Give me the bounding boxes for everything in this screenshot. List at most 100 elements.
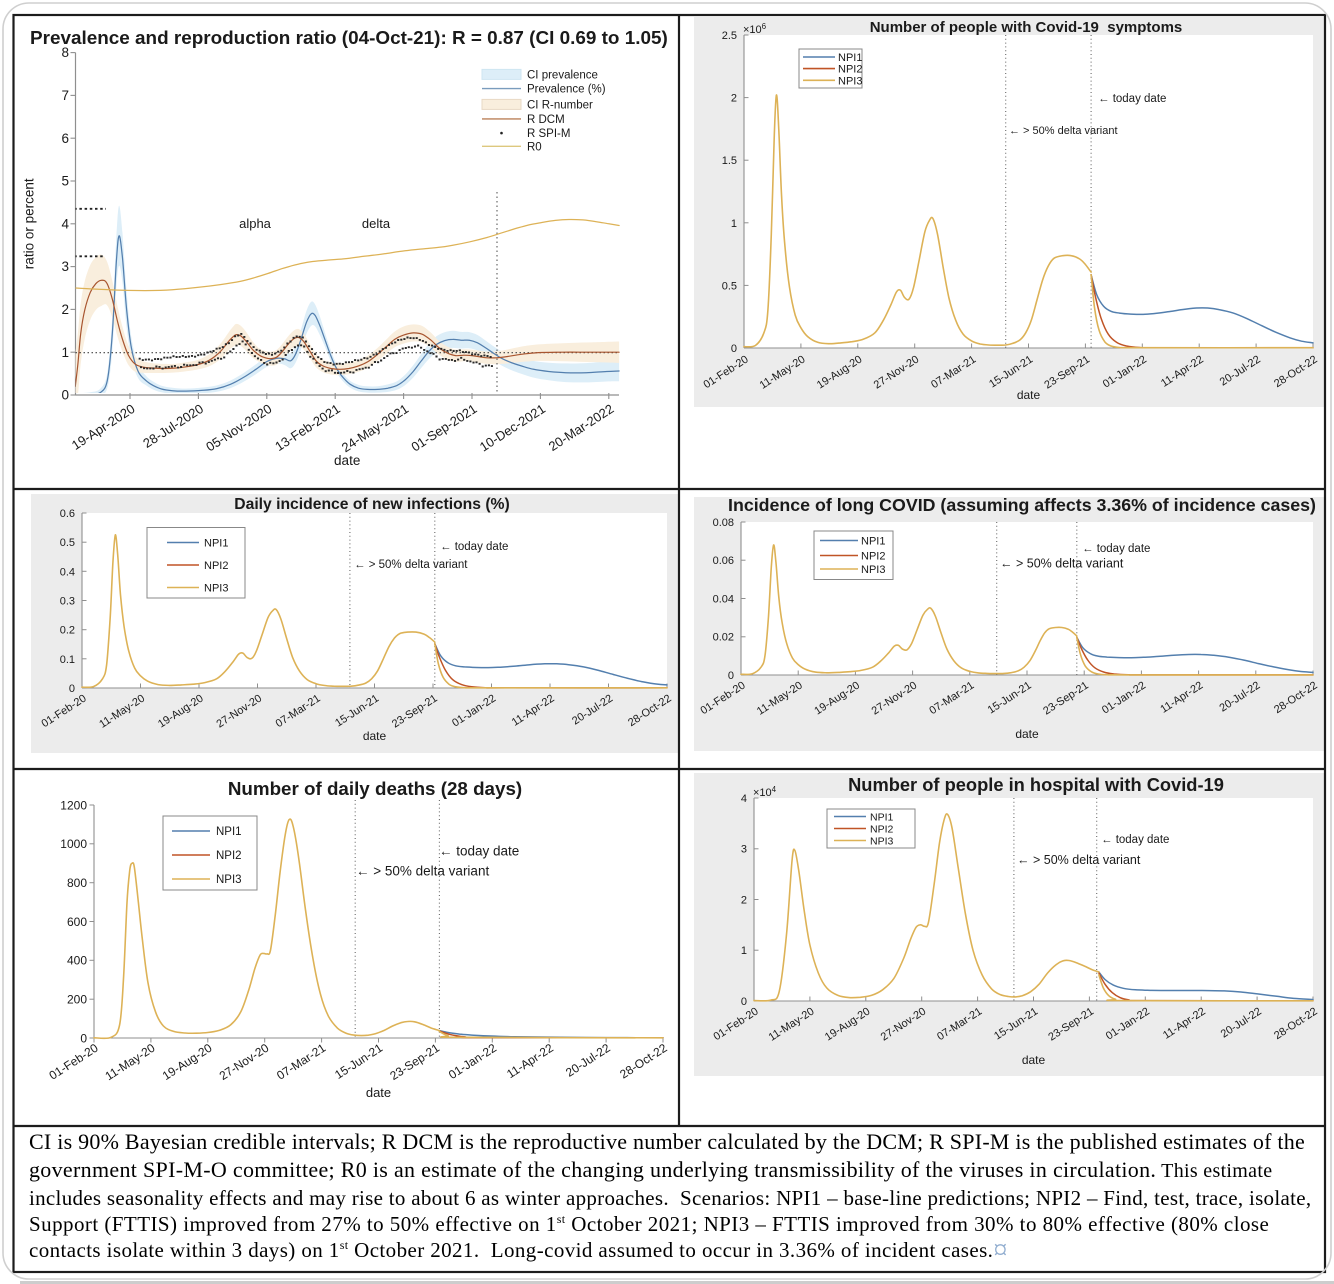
svg-text:01-Sep-2021: 01-Sep-2021 (408, 401, 479, 455)
svg-text:← > 50% delta variant: ← > 50% delta variant (356, 864, 489, 879)
svg-text:0.6: 0.6 (60, 508, 75, 520)
svg-text:600: 600 (67, 915, 87, 929)
svg-text:19-Aug-20: 19-Aug-20 (160, 1041, 215, 1083)
svg-text:← today date: ← today date (439, 844, 519, 859)
svg-text:19-Apr-2020: 19-Apr-2020 (69, 401, 138, 453)
svg-text:date: date (1015, 727, 1039, 741)
svg-text:Prevalence (%): Prevalence (%) (527, 84, 606, 96)
svg-text:1.5: 1.5 (722, 155, 737, 167)
svg-text:0.02: 0.02 (713, 632, 734, 644)
svg-text:2: 2 (61, 302, 69, 317)
svg-text:date: date (334, 453, 360, 468)
svg-text:5: 5 (61, 174, 69, 189)
svg-text:alpha: alpha (239, 216, 272, 231)
svg-text:01-Jan-22: 01-Jan-22 (446, 1041, 499, 1082)
svg-text:1: 1 (741, 945, 747, 957)
svg-text:R0: R0 (527, 141, 542, 153)
svg-text:R DCM: R DCM (527, 114, 565, 126)
svg-text:← today date: ← today date (1098, 93, 1166, 105)
svg-text:4: 4 (741, 793, 747, 805)
svg-text:8: 8 (61, 45, 69, 60)
svg-text:NPI1: NPI1 (861, 536, 885, 548)
svg-text:date: date (1017, 388, 1041, 402)
svg-text:CI R-number: CI R-number (527, 99, 593, 111)
svg-text:← > 50% delta variant: ← > 50% delta variant (354, 559, 468, 571)
svg-text:7: 7 (61, 88, 69, 103)
svg-text:date: date (1022, 1053, 1046, 1067)
svg-text:0.5: 0.5 (60, 537, 75, 549)
svg-text:0: 0 (80, 1031, 87, 1045)
svg-text:23-Sep-21: 23-Sep-21 (387, 1041, 442, 1083)
svg-text:NPI2: NPI2 (870, 823, 894, 835)
svg-text:0.2: 0.2 (60, 625, 75, 637)
svg-text:1: 1 (731, 218, 737, 230)
svg-text:07-Mar-21: 07-Mar-21 (274, 1041, 328, 1083)
svg-text:2: 2 (741, 895, 747, 907)
svg-text:date: date (366, 1085, 391, 1100)
svg-text:20-Jul-22: 20-Jul-22 (563, 1041, 613, 1080)
svg-text:← today date: ← today date (1101, 834, 1169, 846)
svg-text:0.3: 0.3 (60, 596, 75, 608)
svg-text:1200: 1200 (60, 798, 87, 812)
svg-text:NPI1: NPI1 (838, 52, 862, 64)
svg-text:200: 200 (67, 993, 87, 1007)
svg-text:← > 50% delta variant: ← > 50% delta variant (1009, 125, 1118, 137)
svg-text:date: date (363, 729, 387, 743)
svg-text:28-Jul-2020: 28-Jul-2020 (140, 401, 206, 451)
svg-text:3: 3 (61, 259, 69, 274)
svg-text:0.1: 0.1 (60, 654, 75, 666)
svg-text:05-Nov-2020: 05-Nov-2020 (203, 401, 274, 455)
svg-text:15-Jun-21: 15-Jun-21 (332, 1041, 385, 1082)
svg-text:0.4: 0.4 (60, 566, 75, 578)
svg-text:← today date: ← today date (1082, 543, 1150, 555)
svg-text:24-May-2021: 24-May-2021 (339, 401, 411, 455)
svg-text:NPI3: NPI3 (870, 835, 894, 847)
svg-text:27-Nov-20: 27-Nov-20 (217, 1041, 272, 1083)
svg-text:01-Feb-20: 01-Feb-20 (47, 1041, 101, 1083)
svg-text:← > 50% delta variant: ← > 50% delta variant (1017, 853, 1141, 867)
svg-text:NPI2: NPI2 (838, 64, 862, 76)
svg-text:0: 0 (69, 683, 75, 695)
svg-text:1000: 1000 (60, 837, 87, 851)
svg-text:Incidence of long COVID (assum: Incidence of long COVID (assuming affect… (728, 495, 1316, 515)
svg-text:NPI2: NPI2 (216, 850, 242, 862)
svg-text:6: 6 (61, 131, 69, 146)
svg-text:NPI3: NPI3 (216, 874, 242, 886)
svg-text:NPI3: NPI3 (204, 583, 228, 595)
svg-text:0: 0 (731, 343, 737, 355)
svg-text:CI prevalence: CI prevalence (527, 69, 598, 81)
svg-text:400: 400 (67, 954, 87, 968)
svg-text:0.08: 0.08 (713, 517, 734, 529)
svg-text:Number of people in hospital w: Number of people in hospital with Covid-… (848, 774, 1224, 795)
svg-text:Daily incidence of new infecti: Daily incidence of new infections (%) (234, 496, 509, 513)
svg-text:0: 0 (61, 388, 69, 403)
svg-text:0: 0 (741, 996, 747, 1008)
svg-text:← today date: ← today date (440, 541, 508, 553)
svg-text:10-Dec-2021: 10-Dec-2021 (477, 401, 548, 455)
svg-text:Number of daily deaths (28 day: Number of daily deaths (28 days) (228, 778, 522, 799)
svg-text:×104: ×104 (753, 785, 777, 800)
svg-text:1: 1 (61, 345, 69, 360)
svg-text:Number of people with Covid-19: Number of people with Covid-19 symptoms (870, 19, 1183, 36)
svg-text:0: 0 (728, 670, 734, 682)
svg-text:Prevalence and reproduction ra: Prevalence and reproduction ratio (04-Oc… (30, 28, 668, 49)
svg-text:800: 800 (67, 876, 87, 890)
svg-text:4: 4 (61, 216, 69, 231)
svg-text:R SPI-M: R SPI-M (527, 128, 570, 140)
svg-text:0.5: 0.5 (722, 280, 737, 292)
svg-text:11-May-20: 11-May-20 (103, 1041, 158, 1084)
svg-text:13-Feb-2021: 13-Feb-2021 (272, 401, 343, 454)
svg-text:NPI2: NPI2 (204, 560, 228, 572)
svg-text:ratio or percent: ratio or percent (22, 178, 37, 269)
svg-text:NPI1: NPI1 (204, 538, 228, 550)
svg-text:NPI1: NPI1 (216, 826, 242, 838)
svg-text:2: 2 (731, 93, 737, 105)
svg-text:0.04: 0.04 (713, 594, 734, 606)
svg-text:3: 3 (741, 844, 747, 856)
svg-text:11-Apr-22: 11-Apr-22 (504, 1041, 556, 1081)
svg-text:20-Mar-2022: 20-Mar-2022 (546, 401, 617, 454)
svg-text:NPI1: NPI1 (870, 811, 894, 823)
svg-text:NPI2: NPI2 (861, 551, 885, 563)
svg-text:NPI3: NPI3 (861, 564, 885, 576)
svg-text:28-Oct-22: 28-Oct-22 (617, 1041, 670, 1082)
